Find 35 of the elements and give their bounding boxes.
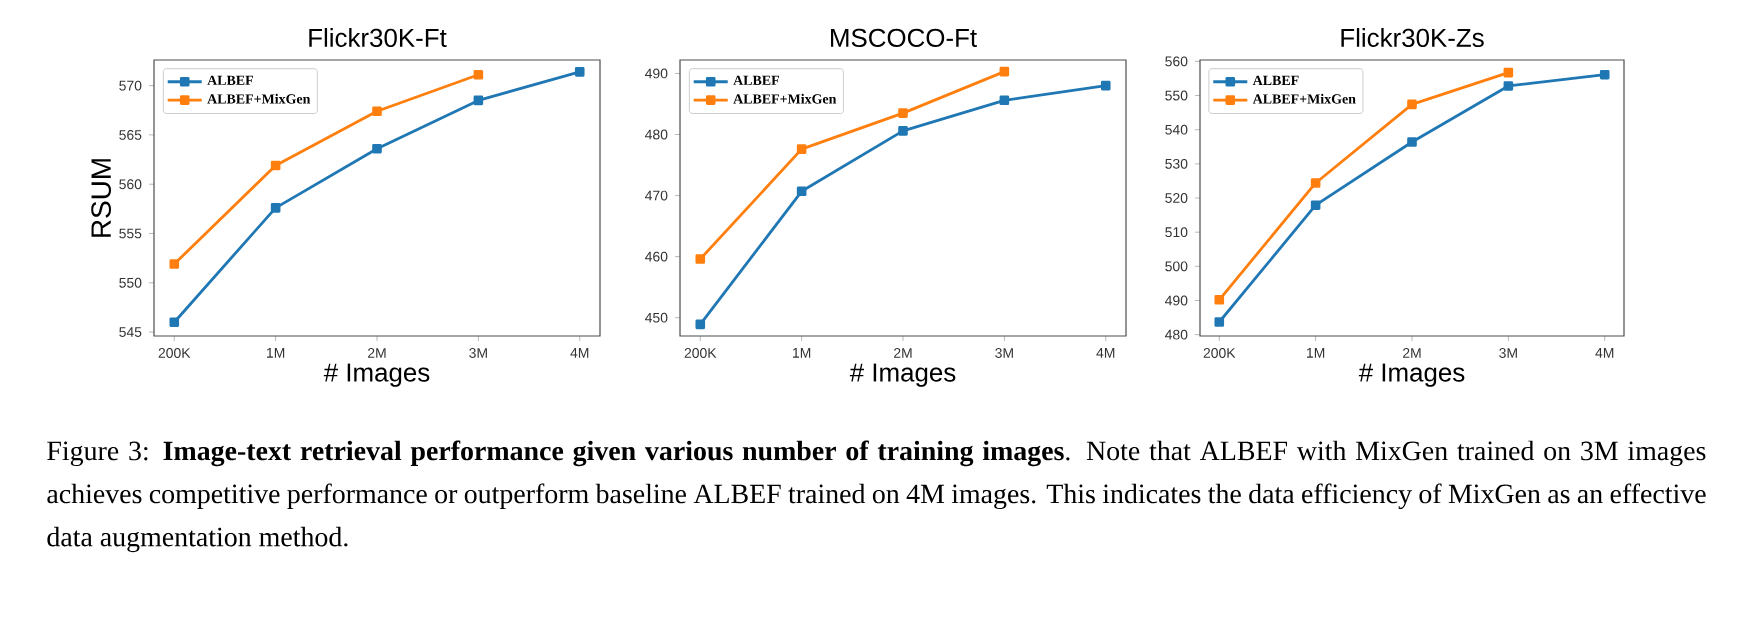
point <box>898 126 908 136</box>
point <box>796 186 807 197</box>
point <box>1100 80 1111 91</box>
point <box>999 95 1010 106</box>
chart-title: Flickr30K-Ft <box>309 27 447 47</box>
point <box>1407 99 1417 110</box>
point <box>1407 137 1417 147</box>
point <box>169 259 180 269</box>
point <box>1503 81 1514 91</box>
point <box>372 143 382 154</box>
chart-title: MSCOCO-Ft <box>831 28 977 47</box>
point <box>1310 178 1321 188</box>
point <box>1214 317 1225 327</box>
point <box>1214 295 1225 305</box>
y-axis-title: RSUM <box>91 159 112 237</box>
point <box>270 160 281 171</box>
x-axis-title: # Images <box>849 363 956 387</box>
point <box>574 67 585 77</box>
point <box>695 254 706 264</box>
chart-title: Flickr30K-Zs <box>1341 27 1484 47</box>
point <box>169 317 180 328</box>
point <box>270 203 281 213</box>
point <box>695 319 706 330</box>
point <box>473 69 484 80</box>
point <box>1310 200 1321 210</box>
point <box>999 66 1010 77</box>
point <box>898 108 908 118</box>
caption: Figure 3: Image-text retrieval performance given various number of training images. Note that ALBEF with MixGen trained on 3M images achieves competitive performance or outperform baseline ALBEF trained on 4M images. This indicates the data efficiency of MixGen as an effective data augmentation method. <box>47 440 1706 553</box>
point <box>473 95 484 106</box>
x-axis-title: # Images <box>323 363 430 387</box>
point <box>1503 67 1514 78</box>
point <box>796 144 807 154</box>
point <box>372 106 382 117</box>
point <box>1599 69 1610 80</box>
x-axis-title: # Images <box>1358 363 1465 387</box>
